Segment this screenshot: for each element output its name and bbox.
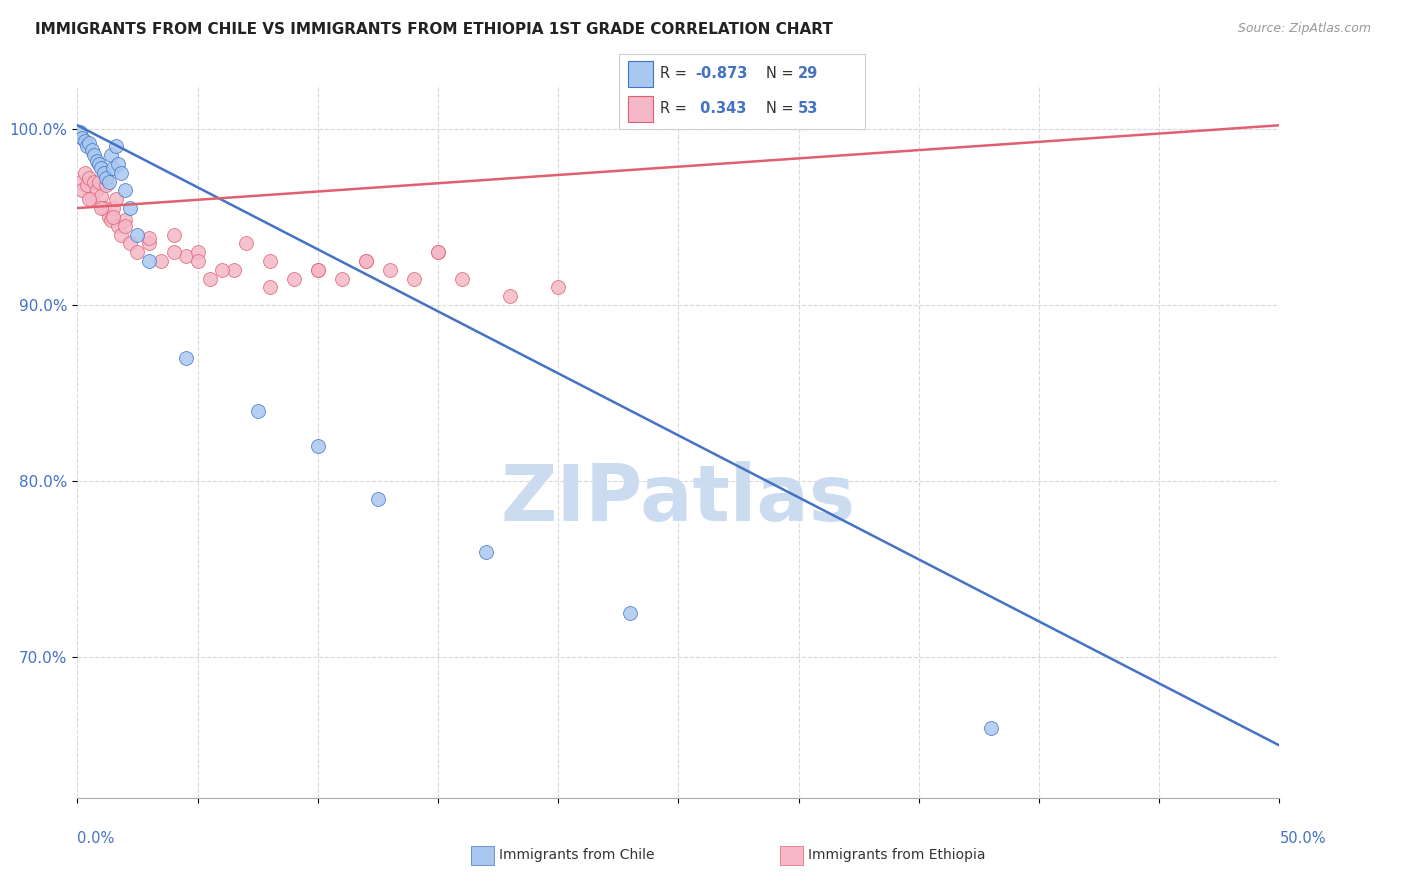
Point (330, 271, 353, 285)
Point (114, 213, 136, 227)
Point (246, 403, 269, 417)
Point (87, 157, 110, 171)
Text: -0.873: -0.873 (695, 67, 748, 81)
Point (427, 245, 450, 260)
Point (499, 289, 522, 303)
Point (107, 219, 129, 233)
Text: 0.343: 0.343 (695, 102, 747, 116)
Point (87, 175, 110, 189)
Point (69, 175, 91, 189)
Text: N =: N = (766, 102, 799, 116)
Point (186, 245, 209, 260)
Point (402, 271, 425, 285)
Point (73, 166, 96, 180)
Point (86, 184, 108, 198)
Text: ZIPatlas: ZIPatlas (501, 460, 856, 537)
Point (138, 236, 160, 251)
Point (980, 721, 1002, 735)
Point (97, 175, 120, 189)
Point (367, 491, 389, 506)
Point (222, 262, 245, 277)
FancyBboxPatch shape (628, 96, 652, 122)
Point (259, 280, 281, 294)
Point (174, 351, 197, 365)
Text: 0.0%: 0.0% (77, 831, 114, 846)
Point (150, 254, 173, 268)
Point (427, 245, 450, 260)
Text: R =: R = (661, 102, 692, 116)
Point (475, 544, 498, 558)
Point (93, 166, 115, 180)
Point (110, 166, 132, 180)
Point (307, 439, 329, 453)
Point (138, 231, 160, 245)
Point (114, 184, 136, 198)
Point (120, 236, 142, 251)
Point (97, 210, 120, 224)
Point (127, 227, 149, 242)
Point (283, 271, 305, 285)
Point (174, 249, 197, 263)
Point (73, 134, 96, 148)
Point (79, 171, 101, 186)
Text: IMMIGRANTS FROM CHILE VS IMMIGRANTS FROM ETHIOPIA 1ST GRADE CORRELATION CHART: IMMIGRANTS FROM CHILE VS IMMIGRANTS FROM… (35, 22, 832, 37)
Point (79, 192, 101, 206)
Point (138, 254, 160, 268)
Text: R =: R = (661, 67, 692, 81)
Point (104, 139, 127, 153)
Point (76, 178, 98, 193)
Point (103, 201, 125, 215)
Text: 53: 53 (799, 102, 818, 116)
Point (186, 254, 209, 268)
Text: Immigrants from Chile: Immigrants from Chile (499, 848, 655, 863)
Point (110, 227, 132, 242)
Point (198, 271, 221, 285)
Point (100, 213, 122, 227)
Point (235, 236, 257, 251)
FancyBboxPatch shape (628, 62, 652, 87)
Point (378, 262, 401, 277)
Point (127, 245, 149, 260)
Point (80, 143, 103, 157)
Point (96, 171, 118, 186)
Point (307, 262, 329, 277)
Text: N =: N = (766, 67, 799, 81)
Point (619, 607, 641, 621)
Point (83, 175, 105, 189)
Point (107, 157, 129, 171)
Point (90, 201, 112, 215)
Point (354, 254, 377, 268)
Text: Source: ZipAtlas.com: Source: ZipAtlas.com (1237, 22, 1371, 36)
Point (103, 210, 125, 224)
Point (70, 130, 93, 145)
Point (104, 192, 127, 206)
Point (451, 271, 474, 285)
Text: 29: 29 (799, 67, 818, 81)
Point (86, 153, 108, 168)
Point (162, 245, 184, 260)
Y-axis label: 1st Grade: 1st Grade (0, 410, 3, 473)
Point (103, 161, 125, 175)
Point (354, 254, 377, 268)
Point (96, 178, 118, 193)
Point (211, 262, 233, 277)
Point (79, 136, 101, 150)
Point (76, 139, 98, 153)
Point (90, 161, 112, 175)
Point (547, 280, 569, 294)
Point (80, 192, 103, 206)
Text: 50.0%: 50.0% (1279, 831, 1326, 846)
Point (100, 148, 122, 162)
Point (90, 188, 112, 202)
Point (70, 184, 93, 198)
Point (69, 125, 91, 139)
Point (259, 254, 281, 268)
Point (93, 201, 115, 215)
Point (114, 219, 136, 233)
Point (307, 262, 329, 277)
Text: Immigrants from Ethiopia: Immigrants from Ethiopia (808, 848, 986, 863)
Point (120, 201, 142, 215)
Point (83, 148, 105, 162)
Point (162, 227, 184, 242)
